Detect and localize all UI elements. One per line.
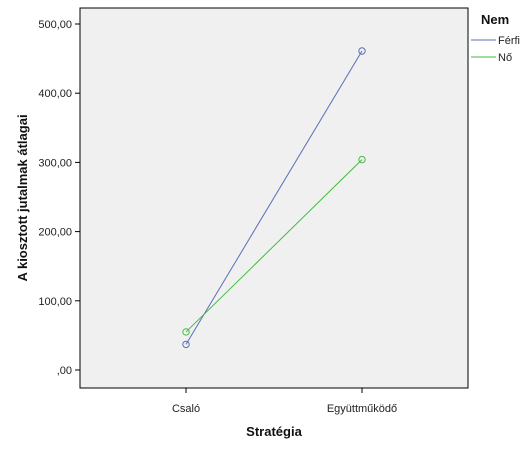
legend-items: Férfi Nő xyxy=(471,35,520,64)
y-tick-label: 400,00 xyxy=(38,88,72,100)
y-axis: ,00 100,00 200,00 300,00 400,00 500,00 xyxy=(38,19,80,377)
data-point-marker xyxy=(358,155,366,164)
series-line-1 xyxy=(185,159,363,333)
series-lines xyxy=(185,50,363,345)
data-point-marker xyxy=(182,328,190,336)
series-line-0 xyxy=(185,50,363,345)
legend-label: Nő xyxy=(498,52,512,64)
x-tick-label: Csaló xyxy=(172,403,200,415)
x-axis: Csaló Együttműködő xyxy=(172,388,397,415)
legend-label: Férfi xyxy=(498,35,520,47)
series-points xyxy=(182,47,366,349)
y-axis-title: A kiosztott jutalmak átlagai xyxy=(15,114,30,281)
y-tick-label: 100,00 xyxy=(38,296,72,308)
y-tick-label: 500,00 xyxy=(38,19,72,31)
y-tick-label: 300,00 xyxy=(38,157,72,169)
legend-title: Nem xyxy=(481,12,509,27)
x-axis-title: Stratégia xyxy=(246,424,302,439)
x-tick-label: Együttműködő xyxy=(327,403,397,415)
data-point-marker xyxy=(182,340,190,349)
y-tick-label: ,00 xyxy=(57,365,72,377)
y-tick-label: 200,00 xyxy=(38,227,72,239)
legend: Nem Férfi Nő xyxy=(471,12,520,64)
data-point-marker xyxy=(358,47,366,55)
